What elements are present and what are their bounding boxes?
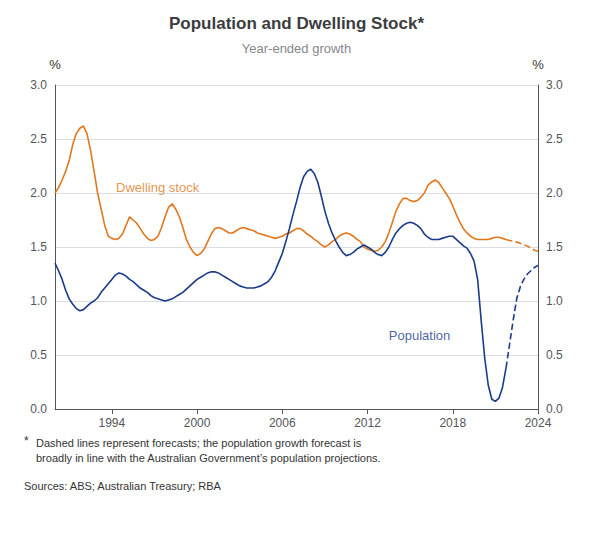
svg-text:Sources: ABS; Australian Treas: Sources: ABS; Australian Treasury; RBA (24, 480, 222, 492)
svg-text:2018: 2018 (439, 416, 466, 430)
svg-text:2006: 2006 (269, 416, 296, 430)
svg-text:broadly in line with the Austr: broadly in line with the Australian Gove… (36, 452, 381, 464)
svg-text:Population: Population (389, 328, 450, 343)
svg-text:3.0: 3.0 (30, 78, 47, 92)
svg-text:Population and Dwelling Stock*: Population and Dwelling Stock* (169, 14, 424, 33)
svg-text:2.5: 2.5 (30, 132, 47, 146)
svg-text:0.0: 0.0 (546, 402, 563, 416)
svg-text:%: % (532, 57, 544, 72)
svg-text:%: % (49, 57, 61, 72)
svg-text:2.0: 2.0 (30, 186, 47, 200)
svg-text:2012: 2012 (354, 416, 381, 430)
svg-text:*: * (24, 434, 29, 448)
svg-text:2.0: 2.0 (546, 186, 563, 200)
svg-text:1994: 1994 (98, 416, 125, 430)
svg-text:2.5: 2.5 (546, 132, 563, 146)
svg-text:1.0: 1.0 (30, 294, 47, 308)
svg-text:2000: 2000 (184, 416, 211, 430)
svg-text:1.0: 1.0 (546, 294, 563, 308)
svg-text:2024: 2024 (525, 416, 552, 430)
svg-text:Dwelling stock: Dwelling stock (116, 180, 200, 195)
svg-text:3.0: 3.0 (546, 78, 563, 92)
svg-text:Year-ended growth: Year-ended growth (242, 41, 351, 56)
svg-text:0.5: 0.5 (30, 348, 47, 362)
svg-text:1.5: 1.5 (546, 240, 563, 254)
svg-text:0.0: 0.0 (30, 402, 47, 416)
svg-text:0.5: 0.5 (546, 348, 563, 362)
svg-text:1.5: 1.5 (30, 240, 47, 254)
svg-text:Dashed lines represent forecas: Dashed lines represent forecasts; the po… (36, 437, 362, 449)
